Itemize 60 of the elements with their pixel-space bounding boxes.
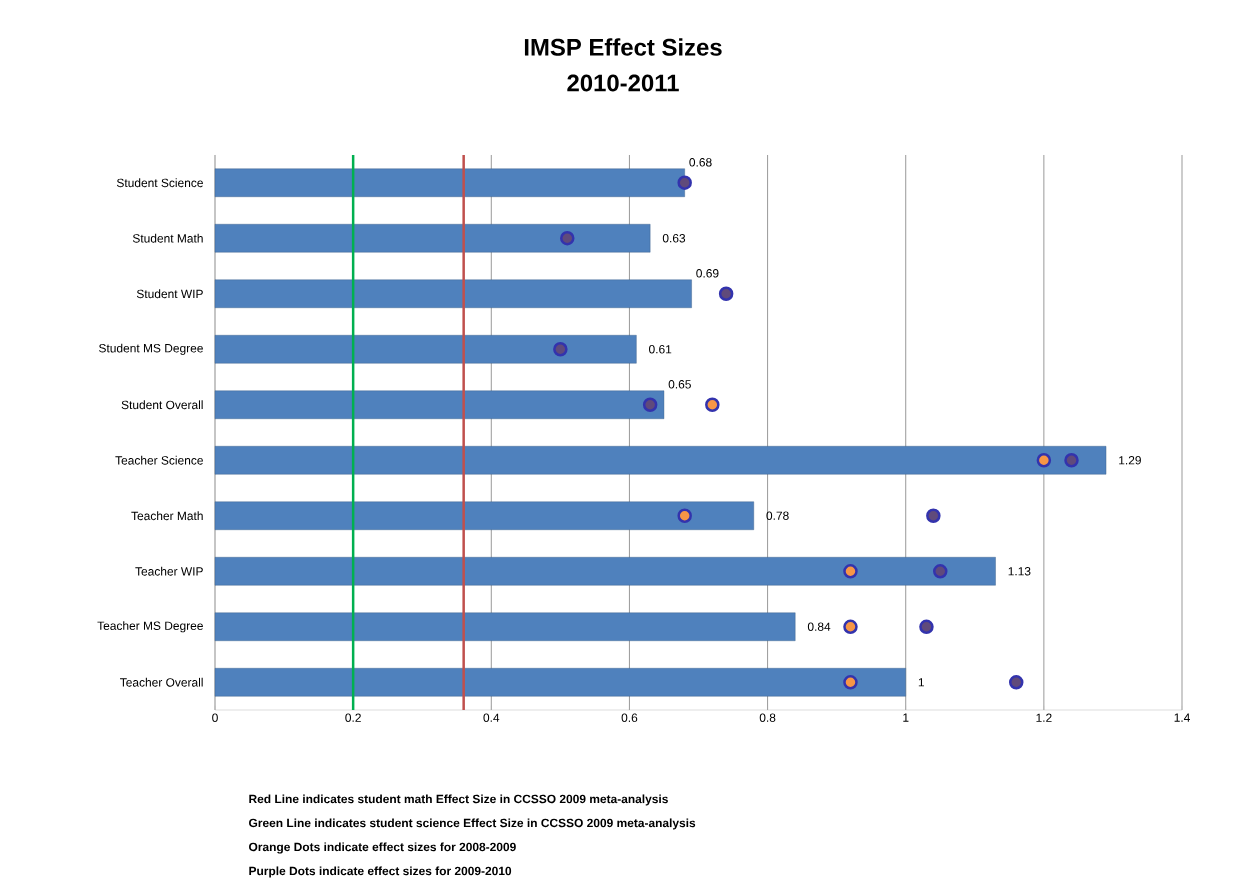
point <box>843 675 858 690</box>
data-label: 0.63 <box>662 234 686 243</box>
point <box>553 342 568 357</box>
text: Red Line indicates student math Effect Size in CCSSO 2009 meta-analysis <box>249 794 668 806</box>
text: Orange Dots indicate effect sizes for 2008-2009 <box>249 842 516 854</box>
chart-title: IMSP Effect Sizes <box>524 38 722 56</box>
bar <box>214 501 754 530</box>
bar <box>214 168 685 197</box>
x-tick-label: 0.4 <box>483 713 500 722</box>
point <box>677 508 692 523</box>
y-tick-label: Student Math <box>132 233 203 243</box>
point <box>1064 453 1079 468</box>
y-tick-label: Student WIP <box>136 289 203 299</box>
x-tick-label: 0.2 <box>345 713 361 722</box>
bar <box>214 390 665 419</box>
bar <box>214 335 637 364</box>
bar <box>214 668 906 697</box>
data-label: 0.69 <box>696 269 719 278</box>
point <box>919 619 934 634</box>
data-label: 0.68 <box>689 158 712 167</box>
y-tick-label: Teacher MS Degree <box>97 621 203 633</box>
data-label: 1 <box>918 678 924 687</box>
point <box>926 508 941 523</box>
point <box>677 175 692 190</box>
data-label: 0.65 <box>668 380 691 389</box>
x-tick-label: 0.8 <box>759 713 776 722</box>
y-tick-label: Teacher Math <box>131 511 203 521</box>
x-tick-label: 1.2 <box>1036 713 1052 722</box>
y-tick-label: Student Science <box>116 178 203 188</box>
x-tick-label: 1.4 <box>1174 713 1190 722</box>
data-label: 1.29 <box>1119 456 1141 465</box>
data-label: 0.78 <box>766 511 789 520</box>
point <box>718 286 734 301</box>
x-tick-label: 1 <box>903 713 909 722</box>
point <box>560 231 575 246</box>
y-tick-label: Teacher WIP <box>135 566 203 576</box>
y-tick-label: Student MS Degree <box>99 343 203 355</box>
data-label: 0.61 <box>649 345 672 354</box>
bar <box>214 612 796 641</box>
point <box>705 397 720 412</box>
data-label: 0.84 <box>807 622 831 631</box>
y-tick-label: Teacher Overall <box>120 677 203 687</box>
point <box>843 564 858 579</box>
point <box>843 619 858 634</box>
data-label: 1.13 <box>1008 567 1031 576</box>
point <box>1036 453 1052 468</box>
y-tick-label: Student Overall <box>121 400 203 410</box>
x-tick-label: 0.6 <box>621 713 638 722</box>
bar <box>214 446 1107 475</box>
y-tick-label: Teacher Science <box>115 455 203 465</box>
bar <box>214 557 996 586</box>
point <box>933 564 948 579</box>
bar <box>214 279 692 308</box>
x-tick-label: 0 <box>212 713 218 722</box>
point <box>1008 675 1024 690</box>
point <box>642 397 658 412</box>
text: Purple Dots indicate effect sizes for 2009-2010 <box>249 866 512 878</box>
bar <box>214 224 651 253</box>
chart-subtitle: 2010-2011 <box>567 74 679 92</box>
text: Green Line indicates student science Effect Size in CCSSO 2009 meta-analysis <box>249 818 696 830</box>
